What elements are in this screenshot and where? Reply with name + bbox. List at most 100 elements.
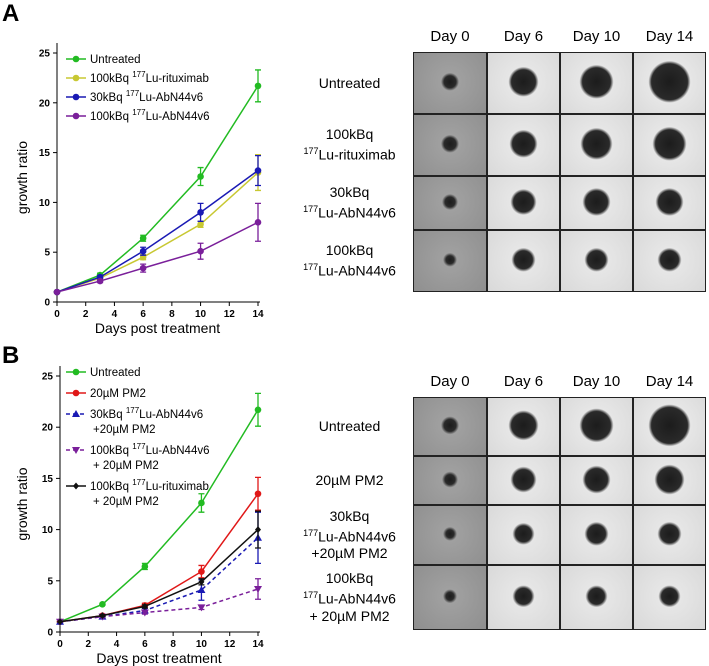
data-point [198, 578, 205, 586]
spheroid-image [487, 397, 560, 456]
series-3 [53, 202, 262, 296]
row-label-line: 100kBq [325, 242, 374, 259]
spheroid-image [487, 230, 560, 292]
legend-label: 30kBq 177Lu-AbN44v6 [90, 89, 203, 104]
row-label-line: 177Lu-AbN44v6 [303, 262, 396, 279]
legend-label-line2: + 20µM PM2 [93, 460, 159, 472]
data-point [197, 604, 206, 612]
data-point [254, 490, 262, 498]
superscript: 177 [126, 406, 140, 415]
x-tick-label: 8 [169, 309, 175, 320]
row-label-text: Untreated [319, 75, 380, 92]
series-line [56, 171, 259, 293]
x-tick-label: 4 [114, 639, 120, 650]
data-point [140, 609, 149, 617]
data-point [53, 288, 61, 296]
data-point [254, 167, 262, 174]
y-tick-label: 5 [47, 576, 53, 587]
legend-marker [72, 55, 80, 63]
row-label: 20µM PM2 [290, 456, 409, 505]
data-point [139, 247, 147, 255]
data-point [197, 221, 204, 228]
data-point [141, 602, 148, 610]
x-tick-label: 0 [57, 639, 63, 650]
series-3 [56, 578, 262, 626]
row-label: 30kBq 177Lu-AbN44v6 [290, 176, 409, 230]
row-label-line: 177Lu-AbN44v6 [303, 527, 396, 545]
spheroid-image [560, 397, 633, 456]
spheroid-image [487, 456, 560, 505]
spheroid-image [413, 176, 487, 230]
series-line [59, 529, 259, 623]
legend-entry: 30kBq 177Lu-AbN44v6 [66, 89, 203, 104]
data-point [139, 264, 147, 272]
x-tick-label: 2 [83, 309, 89, 320]
panel-label-b: B [2, 342, 20, 369]
column-header: Day 14 [645, 373, 694, 390]
data-point [197, 209, 204, 216]
spheroid-image [413, 565, 487, 630]
column-header: Day 0 [430, 373, 470, 390]
legend-label-rest: Lu-AbN44v6 [139, 92, 203, 104]
x-tick-label: 6 [142, 639, 148, 650]
spheroid-image [633, 52, 706, 114]
y-tick-label: 25 [42, 372, 54, 383]
series-0 [56, 392, 262, 626]
spheroid-image [560, 230, 633, 292]
superscript: 177 [132, 108, 146, 117]
legend-label-rest: Lu-rituximab [146, 481, 209, 493]
row-label: Untreated [290, 397, 409, 456]
legend-marker [72, 368, 80, 376]
row-label-line: 177Lu-rituximab [303, 146, 396, 163]
y-tick-label: 20 [39, 98, 51, 109]
series-4 [57, 510, 261, 626]
y-axis-label: growth ratio [14, 141, 30, 214]
superscript: 177 [132, 442, 146, 451]
legend-label-line2: +20µM PM2 [93, 424, 156, 436]
spheroid-image [487, 114, 560, 176]
row-label-line: 30kBq [329, 507, 370, 524]
superscript: 177 [126, 89, 140, 98]
column-header: Day 10 [572, 28, 621, 45]
spheroid-image [487, 176, 560, 230]
series-2 [53, 154, 262, 296]
row-label: Untreated [290, 52, 409, 114]
y-tick-label: 5 [44, 248, 50, 259]
legend-label: 100kBq 177Lu-AbN44v6 [90, 108, 210, 123]
spheroid-image [413, 456, 487, 505]
legend-marker [72, 74, 80, 82]
series-line [56, 169, 259, 293]
data-point [99, 601, 106, 608]
row-label-text: 100kBq 177Lu-AbN44v6 [303, 242, 396, 280]
row-label-line: + 20µM PM2 [309, 607, 390, 624]
x-tick-label: 8 [170, 639, 176, 650]
spheroid-image [560, 505, 633, 565]
chart-A: 0 2 4 6 8 10 12 14 0 5 10 15 20 25 Days post treatment… [14, 43, 264, 336]
column-header: Day 0 [430, 28, 470, 45]
y-tick-label: 0 [44, 298, 50, 309]
row-label-text: 20µM PM2 [316, 472, 384, 489]
x-tick-label: 0 [54, 309, 60, 320]
spheroid-image [560, 52, 633, 114]
series-line [59, 409, 259, 623]
data-point [254, 82, 262, 90]
data-point [139, 234, 147, 242]
y-tick-label: 10 [39, 198, 51, 209]
data-point [197, 586, 206, 594]
row-label-line: 100kBq [325, 570, 374, 587]
row-label: 100kBq 177Lu-AbN44v6 + 20µM PM2 [290, 565, 409, 630]
spheroid-image [633, 505, 706, 565]
spheroid-image [633, 176, 706, 230]
column-header: Day 14 [645, 28, 694, 45]
legend-entry: Untreated [66, 54, 141, 66]
spheroid-image [487, 505, 560, 565]
row-label-text: 30kBq 177Lu-AbN44v6 [303, 184, 396, 222]
legend-label: Untreated [90, 367, 141, 379]
legend-label-rest: Lu-AbN44v6 [139, 409, 203, 421]
spheroid-image [413, 52, 487, 114]
spheroid-image [413, 114, 487, 176]
row-label-line: 177Lu-AbN44v6 [303, 204, 396, 221]
x-axis-label: Days post treatment [96, 650, 221, 666]
row-label: 100kBq 177Lu-AbN44v6 [290, 230, 409, 292]
